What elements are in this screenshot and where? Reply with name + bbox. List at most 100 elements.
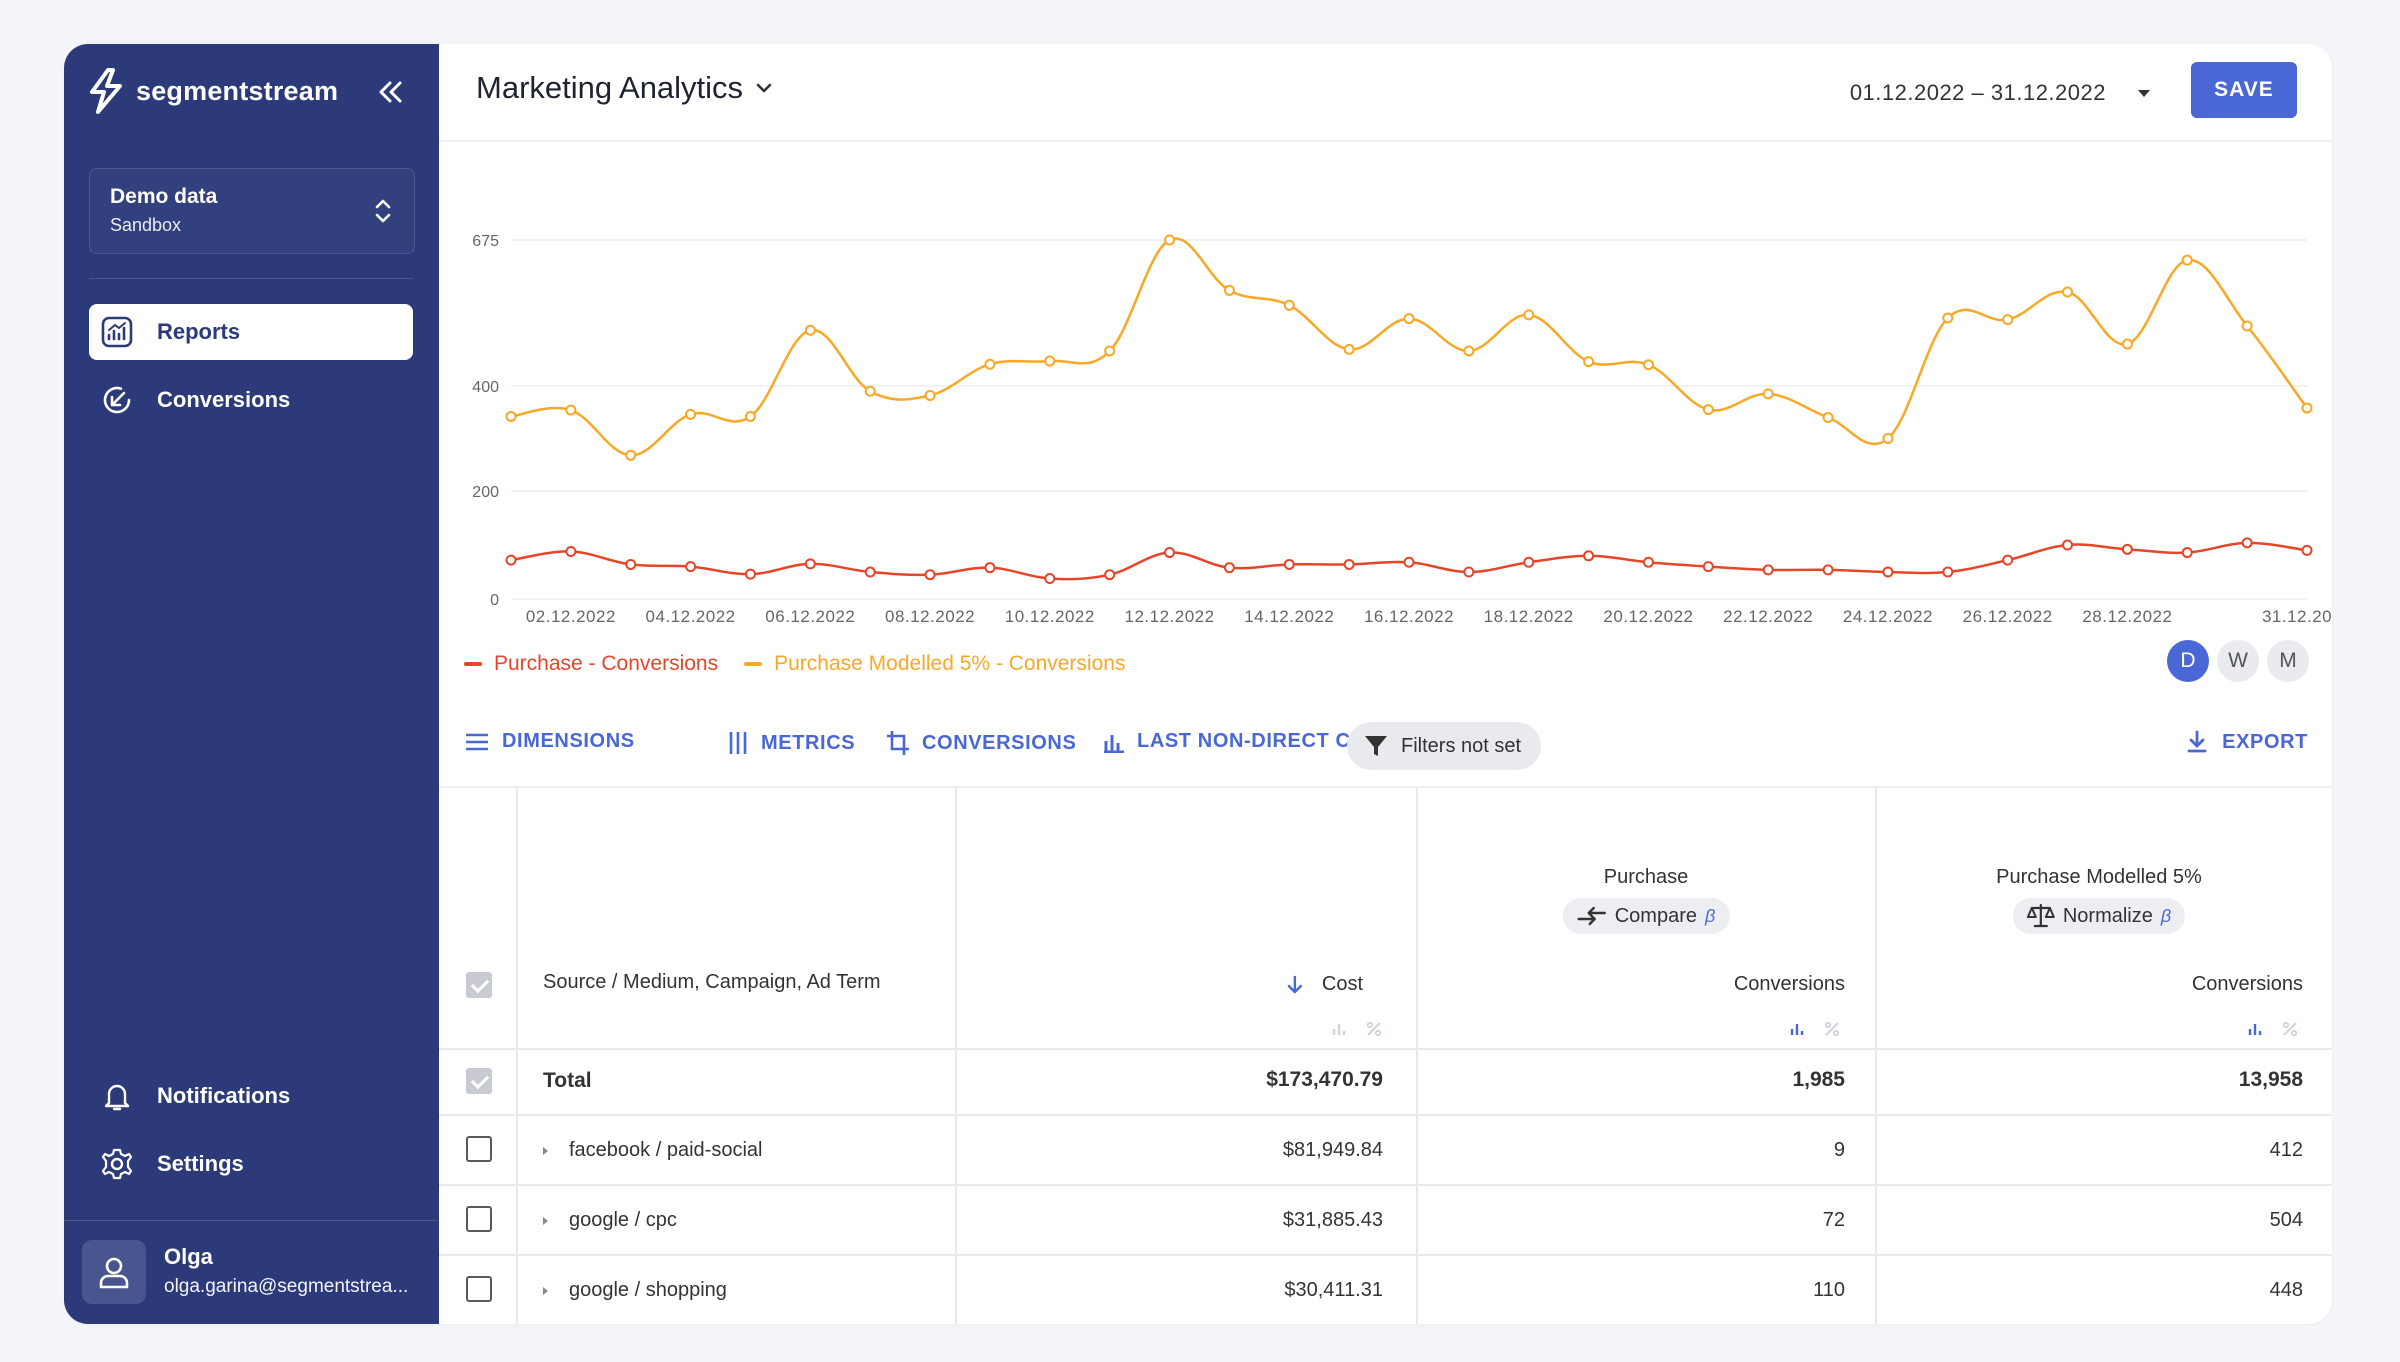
purchase-column-options[interactable] <box>1789 1020 1841 1038</box>
data-point <box>1523 309 1535 321</box>
data-point <box>565 404 577 416</box>
metrics-button[interactable]: METRICS <box>727 730 855 756</box>
granularity-day-button[interactable]: D <box>2167 640 2209 682</box>
row-divider <box>439 1254 2332 1256</box>
total-cost: $173,470.79 <box>1266 1068 1383 1091</box>
menu-lines-icon <box>464 731 490 753</box>
row-checkbox[interactable] <box>466 1136 492 1162</box>
workspace-selector[interactable]: Demo data Sandbox <box>89 168 415 254</box>
data-point <box>625 558 637 570</box>
row-checkbox[interactable] <box>466 1206 492 1232</box>
data-point <box>2121 338 2133 350</box>
sidebar-item-label: Reports <box>157 319 241 344</box>
modelled-column-options[interactable] <box>2247 1020 2299 1038</box>
expand-caret-icon[interactable] <box>539 1145 551 1157</box>
legend-label: Purchase - Conversions <box>494 652 719 675</box>
row-modelled-conversions: 504 <box>2269 1209 2303 1231</box>
expand-caret-icon[interactable] <box>539 1215 551 1227</box>
legend-swatch <box>464 662 482 666</box>
data-point <box>1523 556 1535 568</box>
x-tick-label: 18.12.2022 <box>1484 607 1574 626</box>
download-icon <box>2187 730 2207 753</box>
export-button[interactable]: EXPORT <box>2186 730 2308 754</box>
data-point <box>2002 314 2014 326</box>
granularity-month-button[interactable]: M <box>2267 640 2309 682</box>
data-point <box>565 545 577 557</box>
sidebar-item-settings[interactable]: Settings <box>89 1136 413 1192</box>
dimension-column-header[interactable]: Source / Medium, Campaign, Ad Term <box>543 971 881 993</box>
sort-descending-icon <box>1287 975 1303 994</box>
purchase-conversions-header[interactable]: Conversions <box>1733 973 1845 995</box>
data-point <box>2181 547 2193 559</box>
reports-icon <box>99 314 135 350</box>
sidebar-divider <box>89 278 413 279</box>
data-point <box>984 562 996 574</box>
data-point <box>744 568 756 580</box>
x-tick-label: 16.12.2022 <box>1364 607 1454 626</box>
main-content: Marketing Analytics 01.12.2022 – 31.12.2… <box>439 44 2332 1324</box>
table-row-label[interactable]: google / cpc <box>539 1209 677 1232</box>
bar-chart-icon[interactable] <box>1331 1022 1347 1036</box>
legend-label: Purchase Modelled 5% - Conversions <box>774 652 1126 675</box>
sidebar-item-label: Conversions <box>157 387 291 412</box>
normalize-button[interactable]: Normalize β <box>2012 898 2186 934</box>
sidebar-item-label: Notifications <box>157 1083 291 1108</box>
total-modelled-conversions: 13,958 <box>2238 1068 2303 1091</box>
row-checkbox[interactable] <box>466 1276 492 1302</box>
table-row-label[interactable]: facebook / paid-social <box>539 1139 762 1162</box>
attribution-model-button[interactable]: LAST NON-DIRECT CLICK <box>1103 730 1400 753</box>
table-row-label[interactable]: google / shopping <box>539 1279 727 1302</box>
bar-chart-icon[interactable] <box>2247 1022 2263 1036</box>
percent-icon[interactable] <box>1365 1020 1383 1038</box>
data-point <box>1343 558 1355 570</box>
avatar <box>82 1240 146 1304</box>
data-point <box>1583 356 1595 368</box>
user-profile[interactable]: Olga olga.garina@segmentstrea... <box>64 1220 439 1324</box>
sidebar-item-notifications[interactable]: Notifications <box>89 1068 413 1124</box>
column-divider <box>1416 788 1418 1324</box>
percent-icon[interactable] <box>1823 1020 1841 1038</box>
row-dimension-value: google / shopping <box>569 1279 727 1301</box>
x-tick-label: 20.12.2022 <box>1603 607 1693 626</box>
select-all-checkbox[interactable] <box>466 972 492 998</box>
granularity-week-button[interactable]: W <box>2217 640 2259 682</box>
conversions-button[interactable]: CONVERSIONS <box>886 730 1076 756</box>
x-tick-label: 22.12.2022 <box>1723 607 1813 626</box>
data-point <box>1104 569 1116 581</box>
dimensions-button[interactable]: DIMENSIONS <box>464 730 635 753</box>
data-point <box>1104 345 1116 357</box>
date-range-picker[interactable]: 01.12.2022 – 31.12.2022 <box>1850 80 2156 106</box>
column-divider <box>516 788 518 1324</box>
compare-button[interactable]: Compare β <box>1562 898 1730 934</box>
legend-item-purchase[interactable]: Purchase - Conversions <box>464 652 718 676</box>
collapse-sidebar-button[interactable] <box>372 74 408 110</box>
report-selector[interactable]: Marketing Analytics <box>476 70 777 106</box>
sidebar-divider <box>64 1220 439 1221</box>
row-divider <box>439 1184 2332 1186</box>
modelled-conversions-header[interactable]: Conversions <box>2191 973 2303 995</box>
sidebar-item-conversions[interactable]: Conversions <box>89 372 413 428</box>
x-tick-label: 12.12.2022 <box>1124 607 1214 626</box>
data-point <box>744 410 756 422</box>
logo[interactable]: segmentstream <box>88 68 338 114</box>
data-point <box>1702 404 1714 416</box>
cost-column-header[interactable]: Cost <box>1284 973 1363 996</box>
save-button[interactable]: SAVE <box>2191 62 2297 118</box>
data-point <box>685 408 697 420</box>
data-point <box>625 449 637 461</box>
expand-caret-icon[interactable] <box>539 1285 551 1297</box>
cost-column-options[interactable] <box>1331 1020 1383 1038</box>
row-purchase-conversions: 110 <box>1813 1279 1845 1301</box>
bar-chart-icon[interactable] <box>1789 1022 1805 1036</box>
legend-item-purchase-modelled[interactable]: Purchase Modelled 5% - Conversions <box>744 652 1125 676</box>
filters-button[interactable]: Filters not set <box>1347 722 1542 770</box>
row-divider <box>439 1048 2332 1050</box>
x-tick-label: 14.12.2022 <box>1244 607 1334 626</box>
data-point <box>984 358 996 370</box>
data-point <box>2241 537 2253 549</box>
total-row-checkbox[interactable] <box>466 1068 492 1094</box>
data-point <box>505 410 517 422</box>
sidebar-item-reports[interactable]: Reports <box>89 304 413 360</box>
percent-icon[interactable] <box>2281 1020 2299 1038</box>
row-purchase-conversions: 9 <box>1833 1139 1845 1161</box>
